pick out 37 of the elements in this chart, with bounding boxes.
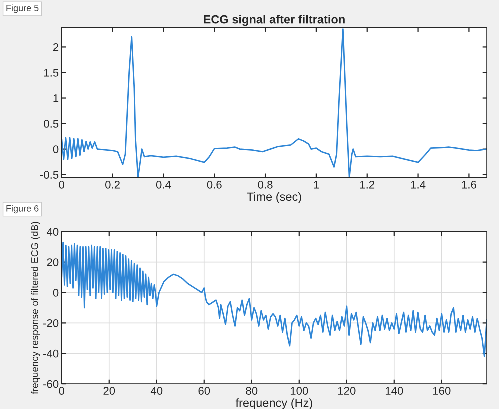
x-tick-label: 1 bbox=[314, 181, 320, 189]
x-tick-label: 40 bbox=[150, 387, 163, 395]
y-tick-label: 0.5 bbox=[44, 120, 59, 128]
x-tick-label: 0 bbox=[59, 180, 65, 189]
line-series bbox=[62, 28, 488, 178]
x-tick-label: 120 bbox=[338, 387, 356, 395]
x-tick-label: 60 bbox=[198, 387, 210, 395]
y-tick-label: 0 bbox=[53, 146, 59, 154]
y-tick-label: -40 bbox=[44, 350, 59, 358]
y-tick-label: 2 bbox=[53, 43, 59, 52]
y-tick-label: -60 bbox=[44, 380, 59, 388]
x-tick-label: 0.4 bbox=[156, 180, 172, 189]
y-tick-label: 40 bbox=[46, 228, 59, 236]
y-tick-label: 0 bbox=[53, 289, 59, 297]
y-tick-label: 1.5 bbox=[44, 69, 59, 77]
line-series bbox=[62, 242, 488, 358]
x-tick-label: 0.6 bbox=[207, 180, 222, 189]
x-tick-label: 80 bbox=[246, 387, 258, 395]
y-axis-title: frequency response of filtered ECG (dB) bbox=[31, 222, 40, 394]
x-tick-label: 0.2 bbox=[106, 180, 120, 189]
y-tick-label: 1 bbox=[54, 94, 59, 102]
caption: Figure 5 bbox=[6, 4, 39, 14]
y-tick-label: -0.5 bbox=[40, 171, 59, 179]
x-tick-label: 0 bbox=[59, 387, 65, 395]
x-tick-label: 1.4 bbox=[411, 181, 426, 189]
x-tick-label: 1.6 bbox=[462, 180, 476, 189]
x-tick-label: 160 bbox=[433, 387, 451, 395]
chart-title: ECG signal after filtration bbox=[204, 15, 345, 26]
x-axis-title: Time (sec) bbox=[247, 192, 302, 204]
x-tick-label: 140 bbox=[386, 387, 404, 395]
y-tick-label: -20 bbox=[44, 319, 59, 328]
y-tick-label: 20 bbox=[47, 258, 59, 266]
x-tick-label: 20 bbox=[104, 387, 116, 395]
x-tick-label: 1.2 bbox=[360, 180, 375, 189]
caption: Figure 6 bbox=[6, 205, 39, 214]
x-tick-label: 0.8 bbox=[258, 180, 273, 189]
x-tick-label: 100 bbox=[290, 387, 308, 395]
